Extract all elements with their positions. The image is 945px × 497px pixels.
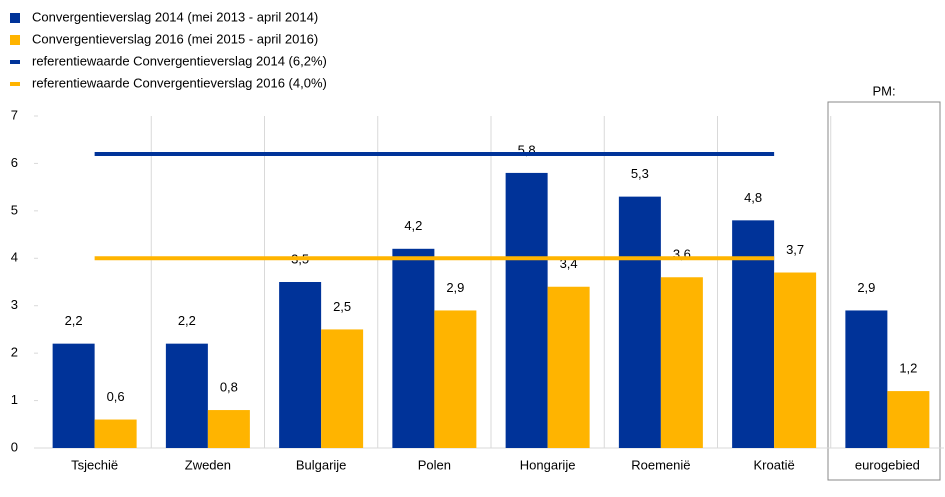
legend-label: referentiewaarde Convergentieverslag 201… [32, 53, 327, 68]
x-tick-label: Roemenië [631, 457, 690, 472]
bar [434, 310, 477, 448]
bar [732, 220, 775, 448]
y-tick-label: 7 [11, 107, 18, 122]
bar [547, 286, 590, 448]
legend-label: referentiewaarde Convergentieverslag 201… [32, 75, 327, 90]
data-label: 5,3 [631, 166, 649, 181]
y-tick-label: 3 [11, 297, 18, 312]
y-tick-label: 6 [11, 155, 18, 170]
bar [887, 391, 930, 448]
data-label: 0,6 [107, 389, 125, 404]
legend-label: Convergentieverslag 2016 (mei 2015 - apr… [32, 31, 318, 46]
annotation: PM: [872, 83, 895, 98]
bar [392, 248, 435, 448]
data-label: 2,2 [65, 313, 83, 328]
x-tick-label: Hongarije [520, 457, 576, 472]
y-tick-label: 0 [11, 439, 18, 454]
bar [52, 343, 95, 448]
data-label: 2,9 [857, 280, 875, 295]
data-label: 2,2 [178, 313, 196, 328]
bar [321, 329, 364, 448]
y-tick-label: 5 [11, 202, 18, 217]
y-tick-label: 4 [11, 250, 18, 265]
bar [505, 172, 548, 448]
bar [207, 410, 250, 448]
data-label: 1,2 [899, 361, 917, 376]
legend-label: Convergentieverslag 2014 (mei 2013 - apr… [32, 9, 318, 24]
y-tick-label: 1 [11, 392, 18, 407]
legend-swatch [10, 60, 20, 64]
x-tick-label: Tsjechië [71, 457, 118, 472]
bar [618, 196, 661, 448]
bar [845, 310, 888, 448]
bar [774, 272, 817, 448]
data-label: 2,5 [333, 299, 351, 314]
bar [165, 343, 208, 448]
data-label: 3,7 [786, 242, 804, 257]
legend-swatch [10, 13, 20, 23]
pm-box [827, 101, 941, 481]
legend-swatch [10, 35, 20, 45]
data-label: 2,9 [446, 280, 464, 295]
legend-swatch [10, 82, 20, 86]
x-tick-label: eurogebied [855, 457, 920, 472]
bar [660, 277, 703, 448]
y-tick-label: 2 [11, 345, 18, 360]
bar [94, 419, 137, 448]
data-label: 4,2 [404, 218, 422, 233]
x-tick-label: Zweden [185, 457, 231, 472]
data-label: 4,8 [744, 190, 762, 205]
x-tick-label: Kroatië [754, 457, 795, 472]
x-tick-label: Bulgarije [296, 457, 347, 472]
bar [279, 282, 322, 448]
data-label: 0,8 [220, 379, 238, 394]
x-tick-label: Polen [418, 457, 451, 472]
